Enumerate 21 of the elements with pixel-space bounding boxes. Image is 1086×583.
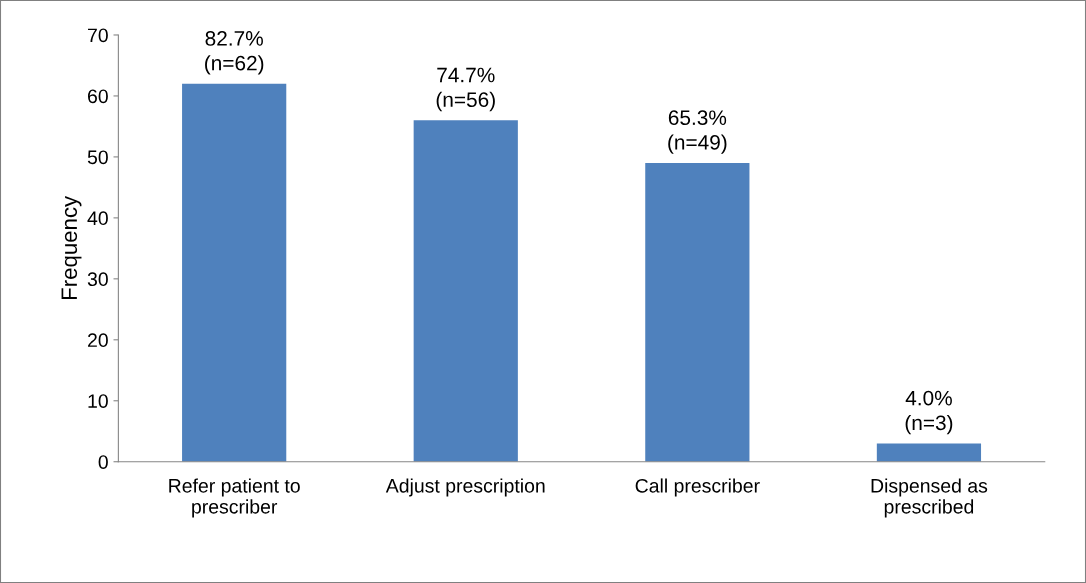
y-tick-label: 30 (87, 272, 108, 287)
y-tick-label: 50 (87, 150, 108, 165)
bar (413, 120, 518, 462)
y-tick-label: 0 (98, 455, 108, 469)
x-tick-label: Call prescriber (635, 478, 760, 497)
data-label: 82.7% (n=62) (205, 31, 264, 75)
x-tick-label: Refer patient to prescriber (169, 478, 300, 518)
data-label: 4.0% (n=3) (905, 390, 953, 435)
bar (645, 163, 750, 462)
x-tick-label: Dispensed as prescribed (871, 478, 988, 518)
y-axis-title: Frequency (61, 195, 82, 300)
x-tick-label: Adjust prescription (385, 478, 545, 497)
y-tick-label: 10 (88, 394, 108, 409)
y-tick-label: 70 (88, 28, 108, 43)
data-label: 74.7% (n=56) (436, 67, 495, 112)
y-tick-label: 20 (88, 333, 108, 348)
y-tick-label: 60 (88, 89, 108, 104)
y-tick-label: 40 (87, 211, 108, 226)
bar (182, 83, 287, 462)
data-label: 65.3% (n=49) (668, 110, 727, 154)
bar (876, 443, 982, 462)
